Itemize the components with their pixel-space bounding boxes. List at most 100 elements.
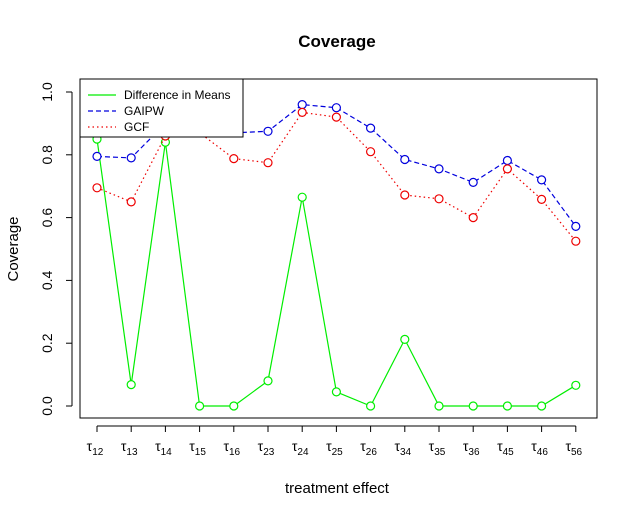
x-tick-label-symbol: τ [223,438,229,454]
point-gcf-12 [92,183,102,193]
x-tick-label-symbol: τ [360,438,366,454]
point-gaipw-45 [502,155,512,166]
point-gcf-46 [536,194,547,204]
y-tick-label: 1.0 [39,82,55,102]
plot-frame [79,78,598,419]
x-tick-label-symbol: τ [189,438,195,454]
y-tick-label: 0.4 [39,270,55,290]
x-tick-label-subscript: 25 [332,447,344,458]
point-gaipw-34 [400,154,410,165]
point-gaipw-46 [536,175,547,185]
x-tick-label-symbol: τ [531,438,537,454]
x-tick-label-24: τ24 [292,438,309,458]
x-tick-label-symbol: τ [326,438,332,454]
x-tick-label-symbol: τ [292,438,298,454]
legend-label-gcf: GCF [124,120,149,134]
point-gcf-24 [297,107,307,118]
point-gaipw-13 [126,153,136,163]
x-tick-label-34: τ34 [394,438,411,458]
x-tick-label-subscript: 16 [229,447,241,458]
point-gcf-16 [229,154,239,164]
point-gaipw-35 [434,164,444,174]
x-tick-label-46: τ46 [531,438,548,458]
x-tick-label-26: τ26 [360,438,377,458]
x-tick-label-symbol: τ [258,438,264,454]
y-tick-label: 0.0 [39,396,55,416]
y-tick-label: 0.2 [39,333,55,353]
x-tick-label-13: τ13 [121,438,138,458]
x-tick-label-symbol: τ [565,438,571,454]
x-tick-label-45: τ45 [497,438,514,458]
point-gaipw-26 [366,123,376,133]
point-gcf-56 [571,236,581,246]
point-gaipw-36 [468,177,478,187]
x-axis-label: treatment effect [285,480,390,497]
point-gcf-45 [502,164,512,174]
point-difference-in-means-34 [400,334,410,344]
legend: Difference in Means GAIPW GCF [79,78,244,138]
x-tick-label-14: τ14 [155,438,172,458]
point-difference-in-means-46 [536,401,547,411]
y-tick-label: 0.8 [39,145,55,165]
x-tick-label-25: τ25 [326,438,343,458]
point-gcf-23 [263,158,273,168]
point-difference-in-means-56 [571,380,581,390]
point-difference-in-means-45 [502,401,512,411]
point-difference-in-means-26 [366,401,376,411]
x-tick-label-subscript: 24 [297,447,309,458]
x-tick-label-16: τ16 [223,438,240,458]
point-difference-in-means-24 [297,192,307,202]
x-tick-label-symbol: τ [394,438,400,454]
chart-title: Coverage [298,32,375,51]
point-gcf-26 [366,147,376,157]
x-tick-label-subscript: 36 [468,447,480,458]
x-tick-label-subscript: 13 [126,447,138,458]
x-tick-label-12: τ12 [87,438,104,458]
x-tick-label-subscript: 14 [161,447,173,458]
point-gcf-34 [400,190,410,200]
x-tick-label-symbol: τ [155,438,161,454]
x-tick-label-23: τ23 [258,438,275,458]
point-difference-in-means-35 [434,401,444,411]
x-tick-label-symbol: τ [429,438,435,454]
y-axis-label: Coverage [5,216,22,281]
legend-label-difference-in-means: Difference in Means [124,88,231,102]
x-tick-label-symbol: τ [463,438,469,454]
point-gaipw-24 [297,99,307,110]
point-gcf-25 [331,112,341,122]
x-tick-label-36: τ36 [463,438,480,458]
series-line-gaipw [96,103,577,227]
x-axis: τ12 τ13 τ14 τ15 τ16 τ23 τ24 τ25 τ26 τ34 τ35 τ36 τ45 τ… [87,425,583,458]
x-tick-label-subscript: 15 [195,447,207,458]
x-tick-label-subscript: 45 [503,447,515,458]
x-tick-label-subscript: 12 [92,447,104,458]
point-gcf-35 [434,194,444,204]
point-difference-in-means-16 [229,401,239,411]
point-difference-in-means-36 [468,401,478,411]
point-difference-in-means-15 [195,401,205,411]
point-gcf-13 [126,197,136,207]
x-tick-label-subscript: 35 [434,447,446,458]
x-tick-label-subscript: 34 [400,447,412,458]
point-difference-in-means-23 [263,376,273,386]
x-tick-label-symbol: τ [497,438,503,454]
point-gaipw-12 [92,151,102,161]
x-tick-label-symbol: τ [121,438,127,454]
point-gcf-36 [468,213,478,223]
point-difference-in-means-25 [331,387,341,397]
y-axis: 0.0 0.2 0.4 0.6 0.8 1.0 [39,82,73,416]
point-gaipw-25 [331,103,341,113]
legend-label-gaipw: GAIPW [124,104,165,118]
x-tick-label-56: τ56 [565,438,582,458]
x-tick-label-35: τ35 [429,438,446,458]
y-tick-label: 0.6 [39,208,55,228]
x-tick-label-subscript: 56 [571,447,583,458]
x-tick-label-subscript: 26 [366,447,378,458]
x-tick-label-symbol: τ [87,438,93,454]
point-difference-in-means-13 [126,380,136,390]
x-tick-label-subscript: 23 [263,447,275,458]
point-gaipw-23 [263,126,273,136]
point-gaipw-56 [571,221,581,231]
plot-area [92,99,581,411]
